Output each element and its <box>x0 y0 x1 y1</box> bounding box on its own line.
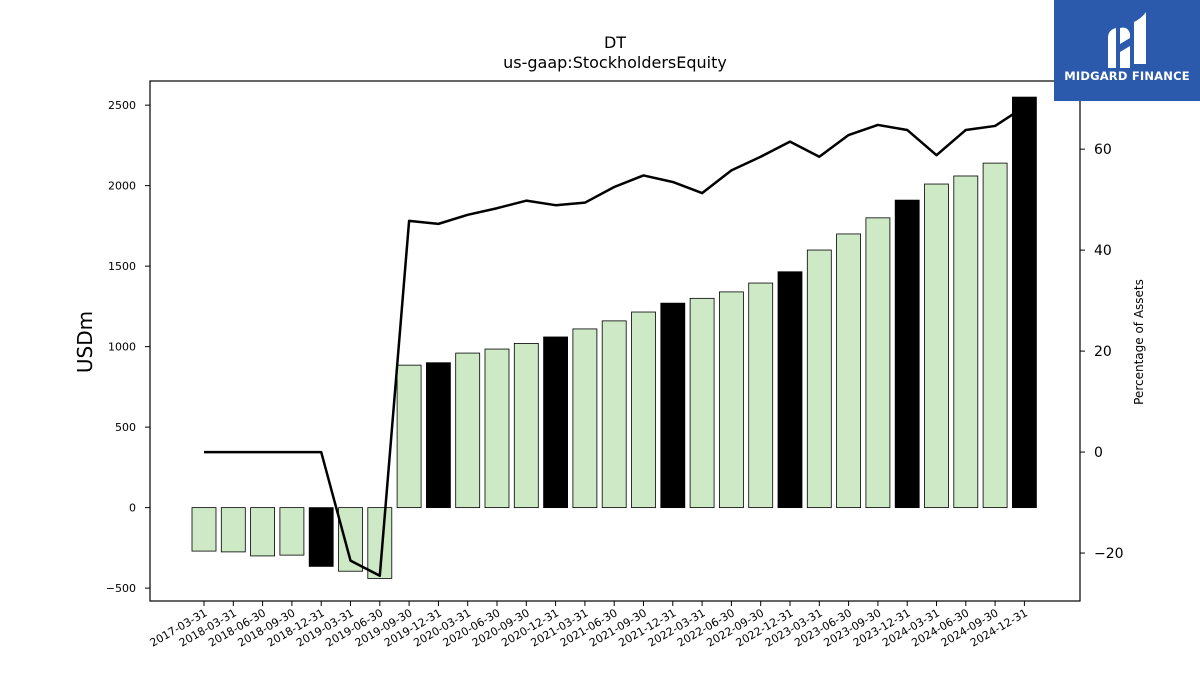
bar-2018-06-30 <box>250 507 276 557</box>
bar-2020-09-30 <box>513 343 539 509</box>
y2-axis-label: Percentage of Assets <box>1132 279 1146 405</box>
bar-2021-03-31 <box>572 328 598 509</box>
chart-title: DT <box>604 33 626 52</box>
bar-2019-12-31 <box>425 362 451 509</box>
midgard-finance-logo: MIDGARD FINANCE <box>1054 0 1200 101</box>
bar-2019-09-30 <box>396 364 422 509</box>
y2-tick-label: −20 <box>1094 546 1124 562</box>
bar-2020-06-30 <box>484 348 510 509</box>
percentage-of-assets-line <box>204 105 1026 578</box>
bar-2024-12-31 <box>1012 96 1037 509</box>
chart-subtitle: us-gaap:StockholdersEquity <box>503 53 727 72</box>
y2-tick-label: 20 <box>1094 344 1112 360</box>
bars-group <box>191 96 1037 579</box>
midgard-logo-icon <box>1108 12 1146 69</box>
line-group <box>204 105 1026 578</box>
y-tick-label: 500 <box>115 421 136 434</box>
bar-2023-03-31 <box>806 249 832 509</box>
y-tick-label: 1500 <box>108 260 136 273</box>
y-tick-label: 2000 <box>108 180 136 193</box>
y-tick-label: 0 <box>129 502 136 515</box>
bar-2018-03-31 <box>220 507 246 553</box>
y2-tick-label: 40 <box>1094 243 1112 259</box>
bar-2024-03-31 <box>924 183 949 509</box>
bar-2020-03-31 <box>455 352 481 509</box>
bar-2017-03-31 <box>191 507 217 552</box>
plot-frame <box>149 80 1081 602</box>
bar-2023-12-31 <box>894 199 920 509</box>
y2-tick-label: 0 <box>1094 445 1103 461</box>
y-tick-label: 1000 <box>108 341 136 354</box>
bar-2024-09-30 <box>982 162 1008 509</box>
bar-2021-09-30 <box>631 311 656 509</box>
y-tick-label: −500 <box>106 582 136 595</box>
bar-2022-12-31 <box>777 271 803 509</box>
bar-2022-03-31 <box>689 297 715 509</box>
logo-text: MIDGARD FINANCE <box>1064 69 1190 83</box>
bar-2022-06-30 <box>719 291 744 509</box>
bar-2021-06-30 <box>601 320 627 509</box>
y-tick-label: 2500 <box>108 99 136 112</box>
bar-2022-09-30 <box>748 282 774 509</box>
bar-2021-12-31 <box>660 302 686 509</box>
bar-2024-06-30 <box>953 175 979 509</box>
y2-tick-label: 60 <box>1094 142 1112 158</box>
bar-2020-12-31 <box>543 336 568 509</box>
y-axis-label: USDm <box>73 311 97 373</box>
bar-2023-09-30 <box>865 217 891 509</box>
bar-2018-09-30 <box>279 507 305 556</box>
bar-2018-12-31 <box>308 507 334 567</box>
bar-2023-06-30 <box>836 233 861 509</box>
